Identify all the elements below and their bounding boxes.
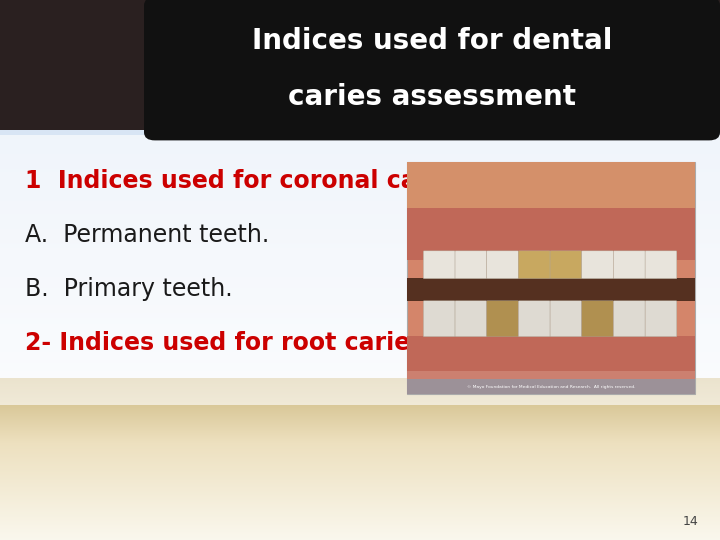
Text: 1  Indices used for coronal caries.: 1 Indices used for coronal caries.: [25, 169, 476, 193]
FancyBboxPatch shape: [645, 251, 677, 279]
Bar: [407, 162, 695, 394]
FancyBboxPatch shape: [455, 301, 487, 337]
Bar: [407, 162, 695, 208]
Bar: [407, 379, 695, 394]
FancyBboxPatch shape: [645, 301, 677, 337]
Text: B.  Primary teeth.: B. Primary teeth.: [25, 277, 233, 301]
FancyBboxPatch shape: [423, 301, 455, 337]
Bar: [407, 162, 695, 260]
FancyBboxPatch shape: [613, 251, 645, 279]
Bar: [407, 371, 695, 394]
Bar: [407, 336, 695, 394]
FancyBboxPatch shape: [582, 251, 613, 279]
FancyBboxPatch shape: [550, 251, 582, 279]
FancyBboxPatch shape: [518, 301, 550, 337]
FancyBboxPatch shape: [144, 0, 720, 140]
Text: 2- Indices used for root caries.: 2- Indices used for root caries.: [25, 331, 433, 355]
FancyBboxPatch shape: [613, 301, 645, 337]
Text: A.  Permanent teeth.: A. Permanent teeth.: [25, 223, 269, 247]
FancyBboxPatch shape: [582, 301, 613, 337]
FancyBboxPatch shape: [550, 301, 582, 337]
Text: Indices used for dental: Indices used for dental: [252, 27, 612, 55]
Bar: [0, 0, 720, 135]
Bar: [407, 278, 695, 301]
FancyBboxPatch shape: [487, 251, 518, 279]
FancyBboxPatch shape: [423, 251, 455, 279]
FancyBboxPatch shape: [487, 301, 518, 337]
Text: caries assessment: caries assessment: [288, 83, 576, 111]
Bar: [0, 135, 720, 405]
FancyBboxPatch shape: [518, 251, 550, 279]
Text: © Mayo Foundation for Medical Education and Research.  All rights reserved.: © Mayo Foundation for Medical Education …: [467, 385, 635, 389]
FancyBboxPatch shape: [455, 251, 487, 279]
Text: 14: 14: [683, 515, 698, 528]
